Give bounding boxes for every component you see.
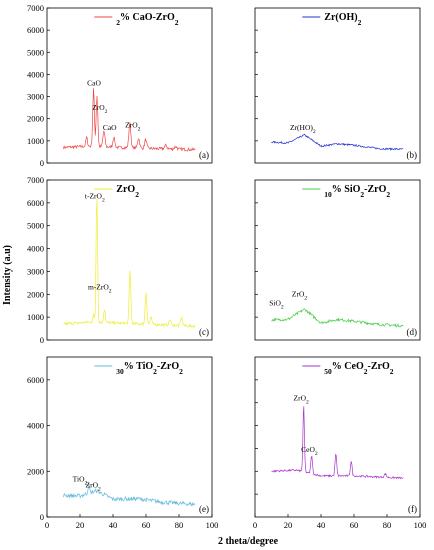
x-tick-label: 0 [45,520,49,530]
x-axis-label: 2 theta/degree [218,536,279,547]
chart-panel: 0 1000 2000 3000 4000 5000 6000 7000 ZrO2 t-ZrO2 m… [27,175,213,345]
peak-annotation: CaO [103,123,117,132]
y-tick-label: 4000 [27,244,44,254]
panel-frame [46,7,213,164]
y-tick-label: 6000 [27,198,44,208]
panel-frame [46,179,213,341]
peak-annotation: ZrO2 [86,480,102,492]
y-tick-label: 7000 [27,3,44,13]
xrd-pattern-line [63,88,196,152]
x-tick-label: 100 [414,520,427,530]
xrd-pattern-line [63,198,196,329]
legend-label: Zr(OH)2 [324,12,361,27]
peak-annotation: ZrO2 [294,393,310,405]
y-tick-label: 0 [40,335,44,345]
panel-label: (f) [408,504,417,514]
y-tick-label: 1000 [27,312,44,322]
x-tick-label: 0 [253,520,257,530]
panel-frame [46,356,213,518]
panel-label: (e) [199,504,209,514]
legend-label: 10% SiO2-ZrO2 [324,184,390,199]
y-tick-label: 1000 [27,136,44,146]
panel-frame [254,356,421,518]
y-tick-label: 4000 [27,421,44,431]
y-tick-label: 7000 [27,175,44,185]
panel-frame [254,179,421,341]
peak-annotation: SiO2 [269,299,284,311]
x-tick-label: 100 [206,520,219,530]
xrd-pattern-line [271,133,404,151]
legend-label: 30% TiO2-ZrO2 [116,361,183,376]
xrd-pattern-line [63,483,196,507]
x-tick-label: 60 [142,520,151,530]
peak-annotation: ZrO2 [92,103,108,115]
panel-label: (d) [407,327,418,337]
x-tick-label: 40 [317,520,326,530]
y-tick-label: 2000 [27,289,44,299]
x-tick-label: 80 [383,520,392,530]
y-tick-label: 2000 [27,114,44,124]
chart-panel: 0 1000 2000 3000 4000 5000 6000 7000 2% CaO-ZrO2… [27,3,213,168]
y-tick-label: 0 [40,512,44,522]
y-tick-label: 4000 [27,69,44,79]
y-axis-label: Intensity (a.u) [2,245,13,305]
peak-annotation: ZrO2 [125,121,141,133]
chart-panel: 0 20 40 60 80 100 50% CeO2-ZrO2 ZrO2 CeO2 (f) [253,356,427,530]
y-tick-label: 6000 [27,375,44,385]
chart-panel: 10% SiO2-ZrO2 SiO2 ZrO2 (d) [254,179,421,341]
legend-label: ZrO2 [116,184,139,199]
x-tick-label: 40 [109,520,118,530]
x-tick-label: 20 [76,520,85,530]
peak-annotation: Zr(HO)2 [290,123,316,135]
y-tick-label: 2000 [27,466,44,476]
x-tick-label: 80 [175,520,184,530]
y-tick-label: 3000 [27,266,44,276]
panel-label: (b) [407,150,418,160]
panel-label: (a) [199,150,209,160]
peak-annotation: m-ZrO2 [88,283,112,295]
y-tick-label: 6000 [27,25,44,35]
peak-annotation: CaO [87,79,101,88]
chart-panel: Zr(OH)2 Zr(HO)2 (b) [254,7,421,164]
legend-label: 2% CaO-ZrO2 [116,12,178,27]
chart-panel: 0 2000 4000 6000 0 20 40 60 80 100 30% TiO2-ZrO2 Ti… [27,356,219,530]
peak-annotation: ZrO2 [292,290,308,302]
panel-label: (c) [199,327,209,337]
peak-annotation: TiO2 [73,475,88,487]
xrd-pattern-line [271,308,404,328]
y-tick-label: 5000 [27,47,44,57]
legend-label: 50% CeO2-ZrO2 [324,361,393,376]
y-tick-label: 3000 [27,92,44,102]
panel-frame [254,7,421,164]
peak-annotation: CeO2 [301,445,318,457]
y-tick-label: 0 [40,158,44,168]
x-tick-label: 20 [284,520,293,530]
y-tick-label: 5000 [27,221,44,231]
x-tick-label: 60 [350,520,359,530]
xrd-pattern-line [271,406,404,480]
peak-annotation: t-ZrO2 [85,191,105,203]
